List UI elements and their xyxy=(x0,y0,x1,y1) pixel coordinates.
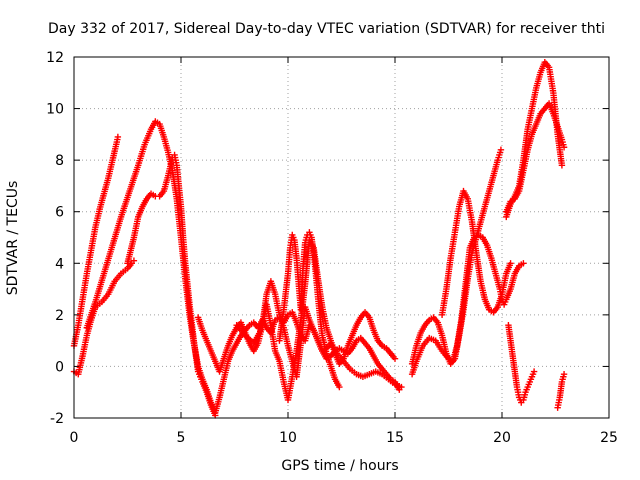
data-point xyxy=(560,370,568,378)
series-track-m xyxy=(505,321,538,406)
data-point xyxy=(497,146,505,154)
series-track-a xyxy=(70,133,122,349)
x-tick-label: 0 xyxy=(70,430,79,446)
data-point xyxy=(560,144,568,151)
y-axis-label: SDTVAR / TECUs xyxy=(5,181,21,296)
data-point xyxy=(130,257,138,264)
series-track-k xyxy=(503,58,566,221)
series-track-l xyxy=(503,100,568,215)
series-track-n xyxy=(554,370,568,411)
data-point xyxy=(520,260,527,267)
y-tick-label: -2 xyxy=(50,411,64,427)
x-tick-label: 20 xyxy=(493,430,511,446)
series-track-g xyxy=(276,229,343,391)
y-tick-label: 12 xyxy=(46,50,64,66)
data-point xyxy=(396,386,403,393)
y-tick-label: 6 xyxy=(55,205,64,221)
series-track-j xyxy=(438,187,514,319)
y-tick-label: 2 xyxy=(55,308,64,324)
data-point xyxy=(391,355,399,362)
data-point xyxy=(336,383,343,391)
x-tick-label: 25 xyxy=(600,430,618,446)
chart-title: Day 332 of 2017, Sidereal Day-to-day VTE… xyxy=(48,21,605,37)
x-axis-label: GPS time / hours xyxy=(281,458,398,474)
data-point xyxy=(507,260,514,267)
data-point xyxy=(530,368,538,375)
x-tick-label: 15 xyxy=(386,430,404,446)
series-track-d xyxy=(124,151,219,419)
plot-marks xyxy=(70,58,568,419)
axis-ticks: 0 5 10 15 20 25 -2 0 2 4 6 8 10 12 xyxy=(46,50,618,446)
data-point xyxy=(558,162,566,169)
series-track-b xyxy=(70,257,138,378)
series-track-i xyxy=(408,231,527,378)
y-tick-label: 4 xyxy=(55,256,64,272)
data-point xyxy=(114,133,122,141)
y-tick-label: 8 xyxy=(55,153,64,169)
x-tick-label: 10 xyxy=(279,430,297,446)
y-tick-label: 0 xyxy=(55,359,64,375)
plot-frame xyxy=(73,56,610,419)
x-tick-label: 5 xyxy=(177,430,186,446)
y-tick-label: 10 xyxy=(46,102,64,118)
